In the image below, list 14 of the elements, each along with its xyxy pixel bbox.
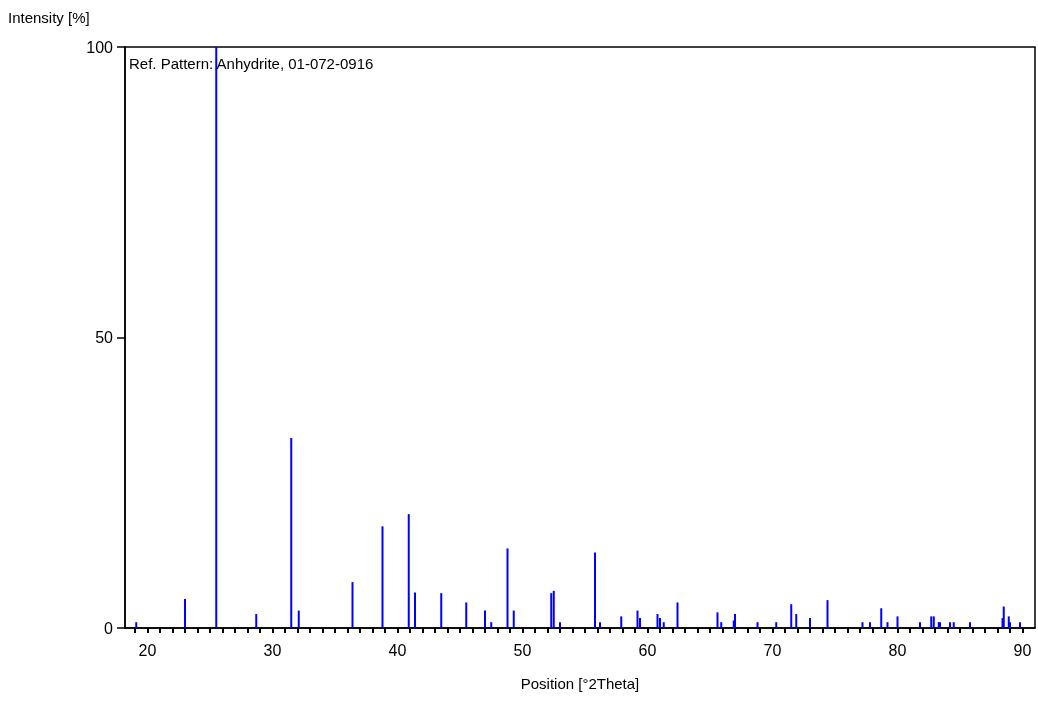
- x-tick-label: 70: [763, 641, 782, 659]
- x-tick-label: 40: [388, 641, 407, 659]
- y-tick-label: 100: [86, 38, 114, 56]
- x-tick-label: 50: [513, 641, 532, 659]
- x-axis-title: Position [°2Theta]: [520, 675, 640, 692]
- x-tick-label: 90: [1013, 641, 1032, 659]
- x-tick-label: 20: [138, 641, 157, 659]
- y-tick-label: 0: [104, 619, 114, 637]
- x-tick-label: 80: [888, 641, 907, 659]
- annotation: Ref. Pattern: Anhydrite, 01-072-0916: [129, 55, 374, 72]
- y-tick-label: 50: [95, 329, 114, 346]
- y-axis-title: Intensity [%]: [8, 9, 90, 26]
- x-tick-label: 60: [638, 641, 657, 659]
- x-tick-label: 30: [263, 641, 282, 659]
